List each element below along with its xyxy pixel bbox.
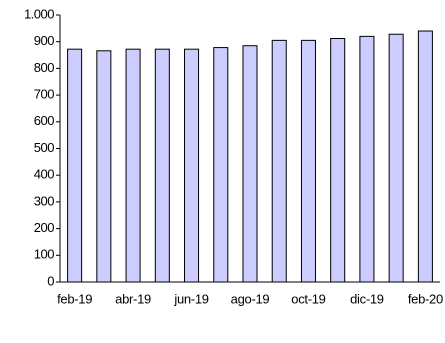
x-tick-label: abr-19 [115, 291, 151, 306]
bar [359, 35, 375, 283]
bar [242, 45, 258, 283]
x-tick-label: jun-19 [173, 291, 208, 306]
y-tick-label: 400 [34, 167, 54, 182]
y-tick-label: 900 [34, 33, 54, 48]
x-tick-label: dic-19 [350, 291, 384, 306]
bar [271, 39, 287, 283]
bar [184, 48, 200, 283]
bar [213, 47, 229, 283]
bar [96, 50, 112, 283]
bar [125, 48, 141, 283]
y-tick-label: 500 [34, 140, 54, 155]
x-tick-label: ago-19 [231, 291, 270, 306]
y-tick-label: 300 [34, 193, 54, 208]
x-tick-label: feb-19 [57, 291, 92, 306]
y-tick-label: 1.000 [24, 6, 54, 21]
bar [388, 33, 404, 283]
y-tick-label: 700 [34, 87, 54, 102]
bar [67, 48, 83, 283]
bar [300, 39, 316, 283]
bar [330, 37, 346, 283]
y-tick-label: 0 [47, 273, 54, 288]
bar [417, 30, 433, 283]
y-tick-label: 600 [34, 113, 54, 128]
y-tick-label: 100 [34, 247, 54, 262]
bar [154, 48, 170, 283]
x-tick-label: feb-20 [408, 291, 443, 306]
y-tick-label: 200 [34, 220, 54, 235]
y-tick-label: 800 [34, 60, 54, 75]
x-tick-label: oct-19 [291, 291, 325, 306]
